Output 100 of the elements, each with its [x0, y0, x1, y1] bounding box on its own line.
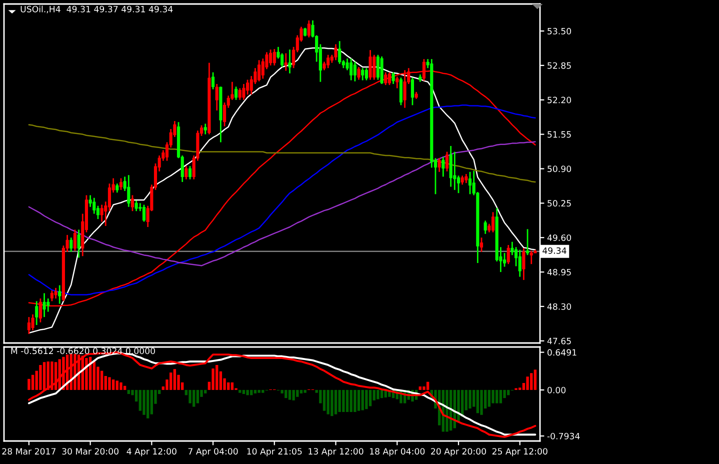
bar: [173, 369, 176, 390]
x-tick-label: 30 Mar 20:00: [62, 448, 118, 455]
candlestick: [338, 40, 342, 65]
candlestick: [238, 88, 242, 101]
bar: [204, 390, 207, 394]
candlestick: [438, 157, 441, 173]
bar: [534, 370, 537, 390]
bar: [326, 390, 330, 414]
bar: [322, 390, 326, 411]
bar: [100, 370, 104, 390]
candlestick: [119, 178, 123, 191]
bar: [170, 372, 172, 390]
candlestick: [50, 290, 54, 302]
line-series: [28, 124, 536, 183]
y-tick-label: 50.90: [548, 166, 572, 172]
line-series: [28, 104, 536, 296]
bar: [254, 390, 257, 394]
candlestick: [518, 249, 522, 278]
bar: [426, 382, 430, 390]
bar: [146, 390, 150, 418]
candlestick: [215, 83, 218, 112]
candlestick: [100, 204, 104, 222]
candlestick: [258, 59, 261, 82]
ref-line-label: 49.34: [542, 247, 566, 254]
candlestick: [234, 86, 238, 101]
candlestick: [510, 241, 514, 256]
bar: [365, 390, 368, 410]
candlestick: [73, 228, 76, 252]
candlestick: [188, 165, 192, 180]
bar: [85, 358, 88, 390]
candlestick: [242, 83, 246, 101]
candlestick: [92, 197, 96, 214]
candlestick: [372, 54, 376, 80]
bar: [150, 390, 154, 414]
x-tick-label: 20 Apr 20:00: [431, 448, 486, 456]
bar: [338, 390, 341, 412]
bar: [357, 390, 360, 411]
candlestick: [42, 292, 46, 318]
candlestick: [307, 20, 310, 38]
candlestick: [269, 48, 272, 66]
candlestick: [460, 174, 464, 186]
y-tick-label: 53.50: [548, 28, 572, 34]
candlestick: [468, 171, 472, 195]
bar: [422, 386, 426, 390]
bar: [50, 362, 54, 390]
bar: [28, 378, 30, 390]
y-tick-label: 0.6491: [548, 349, 576, 356]
y-tick-label: 48.30: [547, 303, 572, 310]
candlestick: [491, 211, 495, 233]
x-tick-label: 25 Apr 12:00: [492, 448, 548, 456]
bar: [530, 373, 533, 390]
bar: [526, 376, 529, 390]
bar: [476, 390, 480, 414]
bar: [230, 382, 234, 390]
candlestick: [376, 54, 380, 80]
y-tick-label: 51.55: [548, 131, 571, 138]
candlestick: [410, 76, 414, 106]
bar: [227, 382, 230, 390]
bar: [330, 390, 334, 416]
candlestick: [184, 165, 188, 180]
candlestick: [35, 300, 38, 326]
candlestick: [58, 284, 62, 304]
candlestick: [77, 228, 80, 258]
candlestick: [530, 250, 533, 265]
bar: [496, 390, 498, 404]
bar: [238, 390, 242, 393]
bar: [346, 390, 349, 412]
bar: [354, 390, 356, 412]
bar: [192, 390, 196, 407]
bar: [350, 390, 352, 412]
y-tick-label: 52.20: [548, 96, 572, 104]
bar: [116, 380, 118, 390]
bar: [342, 390, 345, 412]
candlestick: [31, 314, 34, 331]
bar: [108, 377, 111, 390]
bar: [468, 390, 472, 409]
candlestick: [211, 72, 215, 90]
bar: [142, 390, 146, 415]
bar: [304, 390, 306, 393]
y-tick-label: 52.85: [548, 62, 571, 69]
candlestick: [350, 58, 353, 81]
bar: [288, 390, 292, 400]
line-series: [28, 141, 536, 266]
bar: [300, 390, 303, 394]
bar: [216, 364, 218, 390]
candlestick: [364, 67, 368, 81]
candlestick: [484, 220, 487, 235]
candlestick: [127, 174, 130, 208]
bar: [127, 390, 130, 394]
bar: [292, 390, 295, 400]
chart-title: USOil.,H4 49.31 49.37 49.31 49.34: [20, 6, 173, 14]
candlestick: [130, 194, 134, 212]
candlestick: [357, 66, 360, 80]
bar: [488, 390, 491, 407]
candlestick: [288, 48, 292, 74]
y-tick-label: 0.00: [548, 386, 566, 394]
candlestick: [445, 151, 449, 172]
candlestick: [464, 173, 468, 184]
candlestick: [399, 76, 403, 106]
candlestick: [27, 316, 30, 335]
